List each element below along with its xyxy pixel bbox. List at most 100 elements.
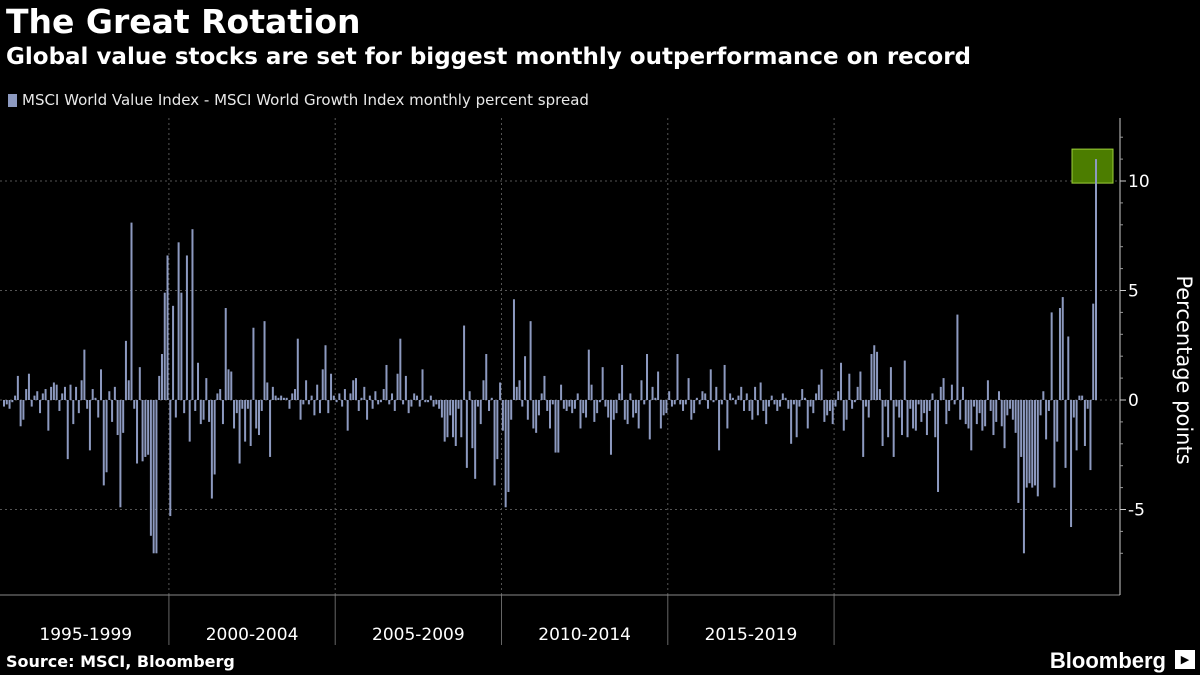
bar bbox=[216, 393, 219, 400]
x-tick-label: 2000-2004 bbox=[206, 625, 299, 645]
bar bbox=[959, 400, 962, 420]
bar bbox=[612, 400, 615, 420]
bar bbox=[995, 400, 998, 422]
bar bbox=[346, 400, 349, 431]
bar bbox=[1000, 400, 1003, 427]
bar bbox=[349, 393, 352, 400]
bar bbox=[266, 382, 269, 400]
x-tick-label: 2010-2014 bbox=[538, 625, 631, 645]
bar bbox=[249, 400, 252, 446]
bar bbox=[989, 400, 992, 411]
bar bbox=[230, 371, 233, 400]
bar bbox=[152, 400, 155, 554]
bar bbox=[379, 400, 382, 403]
bar bbox=[255, 400, 258, 429]
bar bbox=[571, 400, 574, 414]
bar bbox=[1050, 312, 1053, 400]
bar bbox=[241, 400, 244, 409]
bar bbox=[856, 386, 859, 400]
bar bbox=[512, 299, 515, 400]
bar bbox=[244, 400, 247, 442]
bar bbox=[931, 393, 934, 400]
bar bbox=[1092, 303, 1095, 400]
bar bbox=[83, 349, 86, 400]
bar bbox=[526, 400, 529, 420]
bar bbox=[321, 369, 324, 400]
bar bbox=[792, 400, 795, 405]
bar bbox=[213, 400, 216, 475]
bar bbox=[294, 389, 297, 400]
bar bbox=[579, 400, 582, 429]
bar bbox=[280, 395, 283, 400]
bar bbox=[784, 397, 787, 400]
bar bbox=[532, 400, 535, 429]
bar bbox=[923, 400, 926, 414]
bar bbox=[1058, 308, 1061, 400]
bar bbox=[961, 386, 964, 400]
bar bbox=[155, 400, 158, 554]
bar bbox=[715, 386, 718, 400]
bar bbox=[535, 400, 538, 433]
bar bbox=[50, 386, 53, 400]
bar bbox=[446, 400, 449, 438]
bar bbox=[646, 354, 649, 400]
bar bbox=[978, 400, 981, 414]
bar bbox=[1045, 400, 1048, 440]
bar bbox=[803, 397, 806, 400]
bar bbox=[291, 393, 294, 400]
x-tick-label: 2005-2009 bbox=[372, 625, 465, 645]
bar bbox=[257, 400, 260, 436]
bar bbox=[903, 360, 906, 400]
bar bbox=[997, 391, 1000, 400]
bar bbox=[199, 400, 202, 425]
bar bbox=[496, 400, 499, 460]
bar bbox=[853, 400, 856, 403]
bar bbox=[335, 400, 338, 403]
bar bbox=[568, 400, 571, 407]
bar bbox=[260, 400, 263, 411]
bar bbox=[795, 400, 798, 438]
bar bbox=[490, 397, 493, 400]
bar bbox=[773, 400, 776, 405]
bar bbox=[1053, 400, 1056, 488]
bar bbox=[482, 380, 485, 400]
bar bbox=[676, 354, 679, 400]
bar bbox=[779, 400, 782, 407]
bar bbox=[817, 384, 820, 400]
bar bbox=[274, 395, 277, 400]
bar bbox=[876, 351, 879, 400]
bar bbox=[69, 384, 72, 400]
bar bbox=[285, 397, 288, 400]
bar bbox=[421, 369, 424, 400]
bar bbox=[124, 340, 127, 400]
bar bbox=[898, 400, 901, 418]
bar bbox=[565, 400, 568, 411]
bar bbox=[878, 389, 881, 400]
bar bbox=[72, 400, 75, 425]
bar bbox=[704, 393, 707, 400]
bar bbox=[1072, 400, 1075, 418]
bar bbox=[981, 400, 984, 431]
bar bbox=[8, 400, 11, 409]
bar bbox=[438, 400, 441, 409]
bar bbox=[463, 325, 466, 400]
bar bbox=[133, 400, 136, 409]
bar bbox=[493, 400, 496, 486]
bar bbox=[305, 380, 308, 400]
bar bbox=[1070, 400, 1073, 528]
bar bbox=[892, 400, 895, 457]
bar bbox=[11, 400, 14, 403]
bar bbox=[648, 400, 651, 440]
bar bbox=[44, 389, 47, 400]
bar bbox=[815, 393, 818, 400]
legend-swatch bbox=[8, 93, 17, 107]
bar bbox=[227, 369, 230, 400]
bar bbox=[709, 369, 712, 400]
bar bbox=[91, 389, 94, 400]
bar bbox=[105, 400, 108, 473]
bar bbox=[693, 400, 696, 414]
bar bbox=[948, 400, 951, 411]
bar bbox=[39, 400, 42, 414]
bar bbox=[859, 371, 862, 400]
bar bbox=[964, 400, 967, 425]
